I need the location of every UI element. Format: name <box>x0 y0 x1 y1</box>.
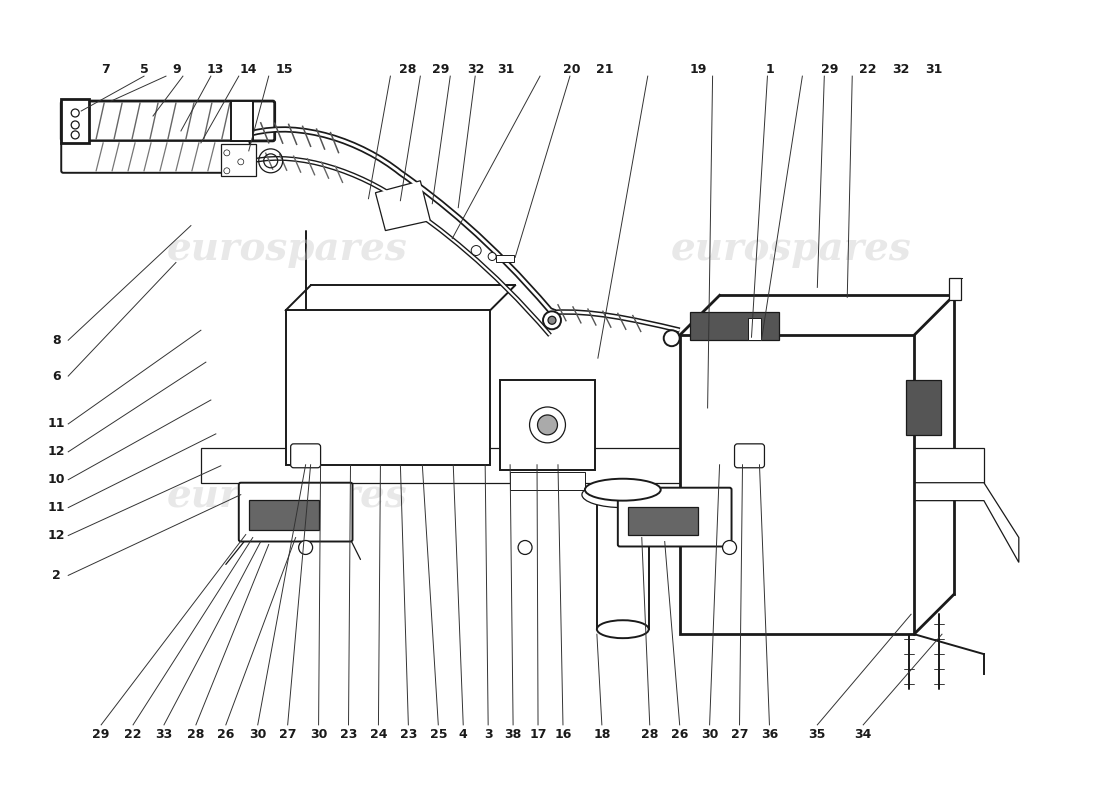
Text: 19: 19 <box>690 62 707 76</box>
Bar <box>496 254 514 262</box>
Text: 28: 28 <box>641 728 659 742</box>
Text: 9: 9 <box>173 62 182 76</box>
Text: 28: 28 <box>398 62 416 76</box>
Text: 23: 23 <box>399 728 417 742</box>
Text: 11: 11 <box>47 418 65 430</box>
Text: 32: 32 <box>892 62 910 76</box>
Circle shape <box>298 541 312 554</box>
Text: 13: 13 <box>207 62 224 76</box>
Text: 32: 32 <box>466 62 484 76</box>
Text: eurospares: eurospares <box>671 477 912 514</box>
Bar <box>597 490 649 630</box>
Text: eurospares: eurospares <box>671 230 912 267</box>
Text: 21: 21 <box>596 62 614 76</box>
Circle shape <box>538 415 558 435</box>
Text: 3: 3 <box>484 728 493 742</box>
Bar <box>62 99 89 143</box>
Text: 25: 25 <box>429 728 447 742</box>
Circle shape <box>488 253 496 261</box>
Text: 15: 15 <box>276 62 294 76</box>
Ellipse shape <box>597 620 649 638</box>
Text: 36: 36 <box>761 728 778 742</box>
Polygon shape <box>869 482 1019 562</box>
Circle shape <box>223 168 230 174</box>
Text: 6: 6 <box>52 370 60 382</box>
Text: 11: 11 <box>47 501 65 514</box>
FancyBboxPatch shape <box>290 444 320 468</box>
Text: 35: 35 <box>808 728 826 742</box>
Bar <box>680 335 914 634</box>
Circle shape <box>72 109 79 117</box>
Circle shape <box>471 246 481 255</box>
Text: 10: 10 <box>47 474 65 486</box>
Bar <box>949 278 961 300</box>
Circle shape <box>223 150 230 156</box>
Text: 29: 29 <box>821 62 838 76</box>
FancyBboxPatch shape <box>239 482 352 542</box>
Text: 29: 29 <box>431 62 449 76</box>
Text: eurospares: eurospares <box>166 230 407 267</box>
Text: 27: 27 <box>730 728 748 742</box>
Polygon shape <box>375 181 430 230</box>
Bar <box>231 101 253 141</box>
Text: 34: 34 <box>855 728 872 742</box>
Bar <box>628 506 697 534</box>
Text: 26: 26 <box>671 728 689 742</box>
FancyBboxPatch shape <box>62 141 250 173</box>
Text: 22: 22 <box>124 728 142 742</box>
Text: 17: 17 <box>529 728 547 742</box>
Bar <box>500 380 595 470</box>
Text: 24: 24 <box>370 728 387 742</box>
Text: 12: 12 <box>47 446 65 458</box>
FancyBboxPatch shape <box>618 488 732 546</box>
Ellipse shape <box>582 482 663 508</box>
Text: eurospares: eurospares <box>166 477 407 514</box>
Circle shape <box>72 121 79 129</box>
Text: 23: 23 <box>340 728 358 742</box>
Bar <box>748 318 761 340</box>
Text: 33: 33 <box>155 728 173 742</box>
Text: 14: 14 <box>240 62 257 76</box>
Bar <box>690 312 780 340</box>
Circle shape <box>238 159 244 165</box>
Text: 30: 30 <box>701 728 718 742</box>
Bar <box>906 380 940 435</box>
Text: 20: 20 <box>563 62 581 76</box>
Circle shape <box>529 407 565 443</box>
Circle shape <box>548 316 556 324</box>
Text: 31: 31 <box>497 62 515 76</box>
Text: 28: 28 <box>187 728 205 742</box>
Text: 16: 16 <box>554 728 572 742</box>
Text: 29: 29 <box>92 728 110 742</box>
Bar <box>249 500 319 530</box>
FancyBboxPatch shape <box>735 444 764 468</box>
Ellipse shape <box>585 478 661 501</box>
Text: 31: 31 <box>925 62 943 76</box>
Text: 8: 8 <box>52 334 60 346</box>
Bar <box>286 310 491 465</box>
Text: 4: 4 <box>459 728 468 742</box>
Text: 1: 1 <box>766 62 773 76</box>
Text: 18: 18 <box>593 728 611 742</box>
Text: 30: 30 <box>249 728 266 742</box>
FancyBboxPatch shape <box>62 101 275 141</box>
Circle shape <box>543 311 561 330</box>
Text: 22: 22 <box>859 62 877 76</box>
Text: 38: 38 <box>505 728 521 742</box>
Text: 7: 7 <box>101 62 110 76</box>
Circle shape <box>72 131 79 139</box>
Bar <box>201 448 983 482</box>
Text: 27: 27 <box>279 728 296 742</box>
Circle shape <box>723 541 737 554</box>
Text: 2: 2 <box>52 569 60 582</box>
Text: 5: 5 <box>140 62 148 76</box>
Bar <box>510 472 585 490</box>
Circle shape <box>518 541 532 554</box>
Circle shape <box>663 330 680 346</box>
Text: 30: 30 <box>310 728 328 742</box>
Text: 12: 12 <box>47 529 65 542</box>
Text: 26: 26 <box>217 728 234 742</box>
Bar <box>221 144 255 176</box>
